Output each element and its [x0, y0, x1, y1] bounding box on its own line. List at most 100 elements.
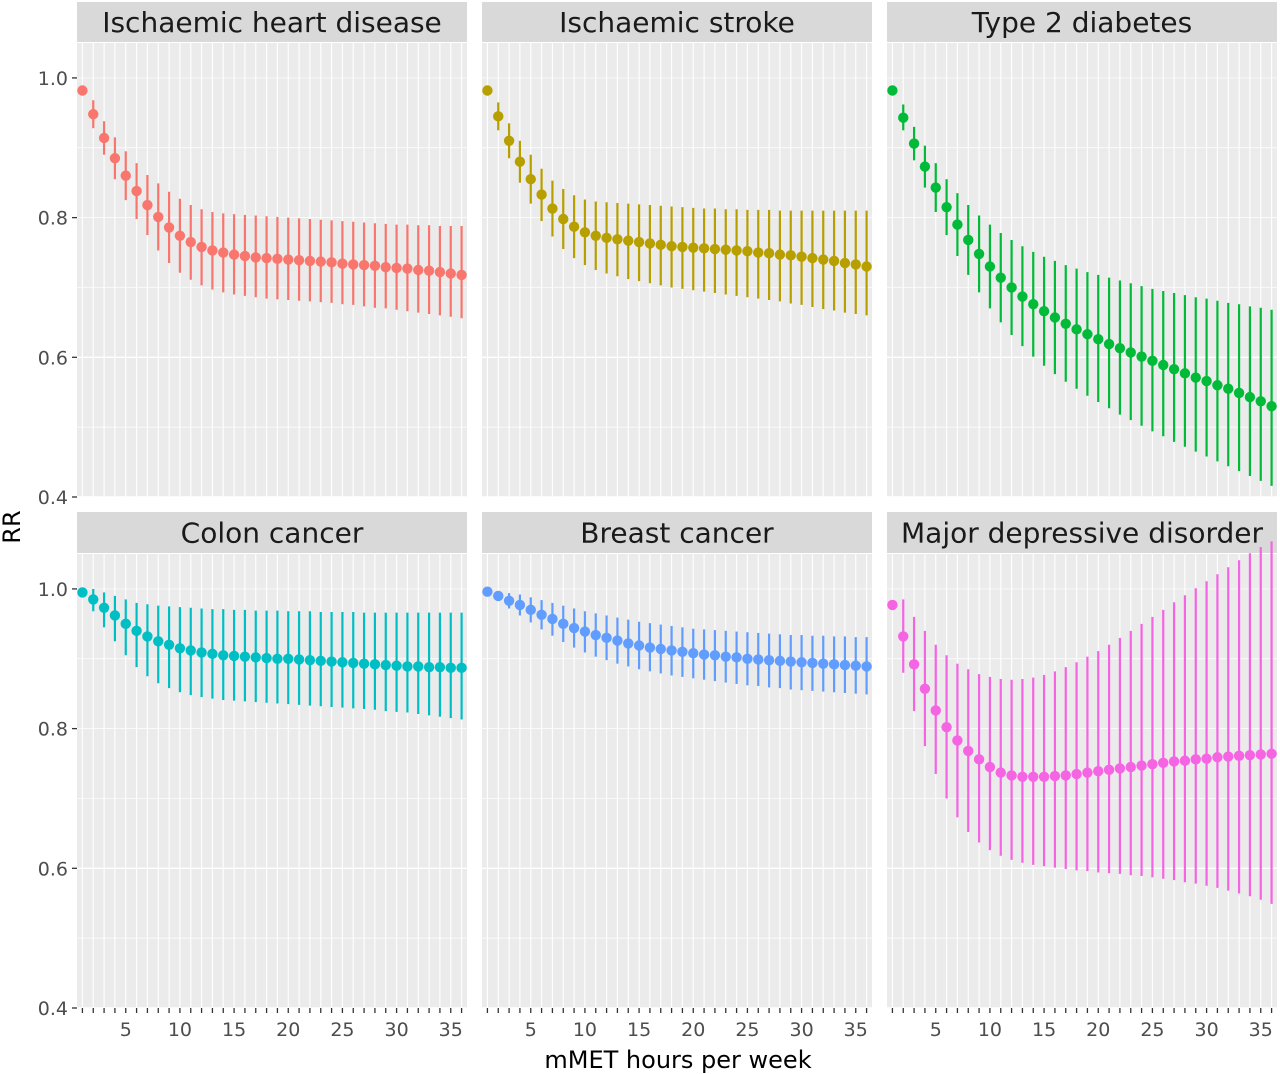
- data-point: [655, 239, 666, 251]
- x-tick-label: 20: [276, 1019, 300, 1041]
- data-point: [283, 653, 294, 664]
- facet-title: Type 2 diabetes: [971, 6, 1192, 39]
- data-point: [984, 261, 996, 272]
- data-point: [391, 262, 402, 274]
- data-point: [207, 648, 218, 660]
- data-point: [304, 654, 316, 666]
- data-point: [796, 657, 807, 668]
- x-tick-label: 5: [930, 1019, 942, 1041]
- data-point: [1093, 766, 1104, 777]
- data-point: [174, 643, 186, 654]
- data-point: [1049, 312, 1061, 323]
- data-point: [304, 255, 316, 267]
- data-point: [785, 250, 796, 261]
- data-point: [1201, 753, 1212, 764]
- data-point: [413, 661, 424, 672]
- data-point: [293, 654, 305, 665]
- data-point: [908, 138, 920, 149]
- data-point: [348, 657, 359, 669]
- data-point: [228, 249, 240, 260]
- data-point: [369, 659, 381, 670]
- data-point: [503, 135, 515, 146]
- x-axis-title: mMET hours per week: [544, 1046, 811, 1074]
- data-point: [77, 85, 88, 96]
- data-point: [731, 652, 742, 663]
- data-point: [1082, 767, 1093, 778]
- data-point: [1125, 761, 1136, 773]
- data-point: [930, 705, 941, 716]
- data-point: [742, 245, 753, 257]
- data-point: [131, 185, 142, 197]
- data-point: [445, 268, 456, 279]
- data-point: [633, 236, 645, 248]
- data-point: [655, 643, 666, 655]
- data-point: [1244, 391, 1256, 403]
- y-tick-label: 1.0: [38, 579, 68, 601]
- data-point: [1190, 754, 1201, 765]
- plot-background: [77, 43, 467, 497]
- data-point: [337, 657, 348, 668]
- plot-background: [482, 43, 872, 497]
- data-point: [163, 639, 175, 650]
- data-point: [1233, 387, 1245, 399]
- x-tick-label: 10: [573, 1019, 597, 1041]
- y-tick-label: 0.6: [38, 858, 68, 880]
- data-point: [919, 161, 931, 172]
- x-tick-label: 35: [844, 1019, 868, 1041]
- plot-background: [482, 554, 872, 1008]
- facet-title: Major depressive disorder: [901, 517, 1263, 550]
- data-point: [1255, 749, 1266, 760]
- data-point: [731, 245, 742, 256]
- data-point: [1028, 771, 1039, 783]
- plot-background: [77, 554, 467, 1008]
- panel-1: Ischaemic heart disease: [77, 2, 467, 498]
- data-point: [77, 587, 88, 598]
- data-point: [818, 658, 829, 669]
- data-point: [536, 189, 547, 200]
- data-point: [558, 618, 569, 630]
- data-point: [1223, 383, 1234, 394]
- data-point: [1017, 771, 1028, 783]
- data-point: [272, 253, 283, 265]
- data-point: [861, 261, 872, 272]
- x-tick-label: 5: [120, 1019, 132, 1041]
- data-point: [568, 221, 580, 232]
- data-point: [796, 251, 807, 262]
- data-point: [633, 640, 645, 651]
- facet-title: Breast cancer: [580, 517, 774, 550]
- data-point: [380, 659, 391, 671]
- data-point: [218, 247, 229, 258]
- data-point: [590, 629, 601, 641]
- x-tick-label: 10: [978, 1019, 1002, 1041]
- data-point: [1103, 764, 1115, 776]
- data-point: [1049, 770, 1061, 782]
- data-point: [239, 651, 251, 662]
- data-point: [973, 754, 985, 765]
- data-point: [558, 213, 569, 225]
- data-point: [579, 227, 591, 238]
- data-point: [250, 652, 261, 663]
- data-point: [326, 656, 337, 667]
- data-point: [380, 262, 391, 273]
- x-tick-label: 25: [1140, 1019, 1164, 1041]
- data-point: [120, 170, 131, 181]
- data-point: [763, 248, 775, 259]
- data-point: [482, 586, 493, 597]
- data-point: [709, 243, 721, 255]
- x-tick-label: 15: [1032, 1019, 1056, 1041]
- data-point: [293, 255, 305, 266]
- data-point: [742, 653, 753, 664]
- data-point: [272, 653, 283, 664]
- data-point: [973, 248, 985, 260]
- data-point: [1060, 318, 1071, 329]
- data-point: [887, 85, 898, 96]
- data-point: [612, 635, 623, 646]
- data-point: [677, 646, 688, 657]
- data-point: [423, 265, 435, 276]
- data-point: [1093, 333, 1104, 345]
- data-point: [326, 257, 337, 268]
- plot-background: [887, 43, 1277, 497]
- data-point: [207, 245, 218, 256]
- data-point: [536, 609, 547, 620]
- data-point: [493, 590, 504, 602]
